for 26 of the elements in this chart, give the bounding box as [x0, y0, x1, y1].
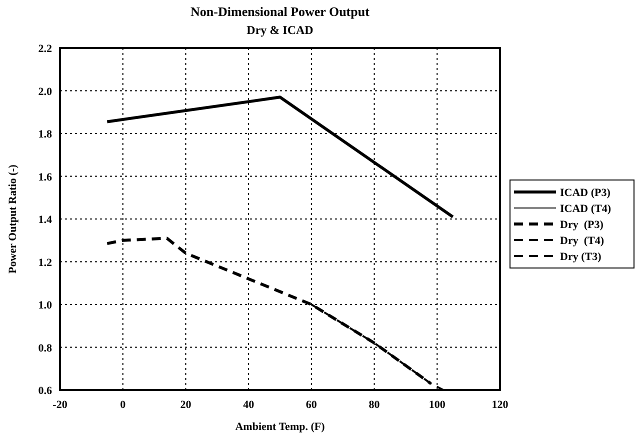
y-tick-label: 0.8: [38, 342, 52, 354]
x-tick-label: 100: [428, 399, 446, 411]
x-tick-label: 20: [180, 399, 192, 411]
legend-label: ICAD (P3): [560, 187, 611, 199]
y-tick-label: 1.0: [38, 300, 52, 312]
x-tick-label: 80: [368, 399, 380, 411]
x-tick-label: 120: [492, 399, 509, 411]
y-tick-label: 2.2: [38, 43, 52, 55]
legend-label: Dry (P3): [560, 219, 604, 231]
y-axis-title: Power Output Ratio (-): [7, 164, 19, 274]
x-tick-label: 60: [306, 399, 318, 411]
chart-subtitle: Dry & ICAD: [246, 23, 314, 37]
chart-title: Non-Dimensional Power Output: [190, 4, 370, 19]
y-tick-label: 2.0: [38, 86, 52, 98]
x-tick-label: 0: [120, 399, 126, 411]
y-tick-label: 1.2: [38, 256, 52, 269]
y-tick-label: 0.6: [38, 385, 52, 397]
x-tick-label: 40: [243, 399, 255, 411]
legend-label: Dry (T4): [560, 235, 604, 247]
x-tick-label: -20: [52, 399, 68, 411]
x-axis-title: Ambient Temp. (F): [235, 421, 326, 433]
legend-label: ICAD (T4): [560, 203, 612, 215]
y-tick-label: 1.8: [38, 128, 52, 140]
y-tick-label: 1.4: [38, 214, 52, 226]
legend-label: Dry (T3): [560, 251, 602, 263]
y-tick-label: 1.6: [38, 171, 52, 184]
